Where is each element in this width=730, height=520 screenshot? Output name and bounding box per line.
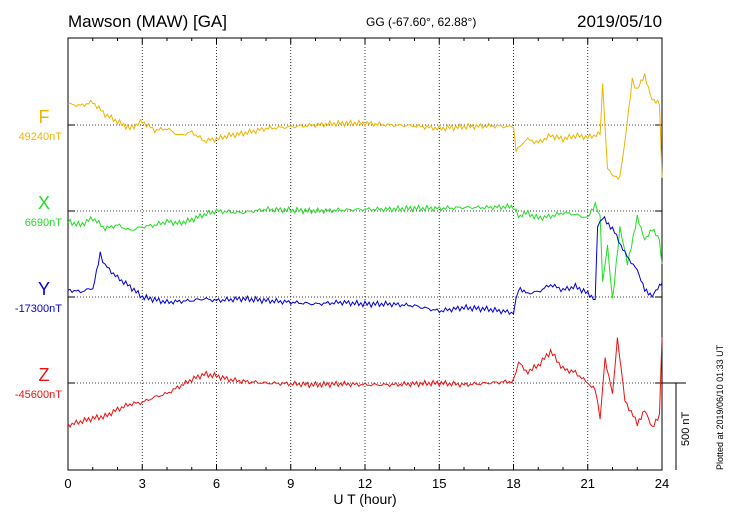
series-name-x: X (38, 193, 50, 213)
x-tick-label: 24 (655, 476, 669, 491)
plot-date: 2019/05/10 (577, 12, 663, 31)
series-line-x (67, 200, 663, 299)
series-name-y: Y (38, 279, 50, 299)
scale-bar-label: 500 nT (680, 411, 692, 446)
x-tick-label: 15 (432, 476, 446, 491)
series-name-f: F (39, 107, 50, 127)
x-tick-label: 18 (506, 476, 520, 491)
series-line-f (67, 73, 663, 181)
station-title: Mawson (MAW) [GA] (68, 12, 227, 31)
series-baseline-x: 6690nT (25, 217, 63, 229)
x-tick-label: 6 (213, 476, 220, 491)
series-baseline-y: -17300nT (15, 303, 62, 315)
series-baseline-f: 49240nT (19, 131, 63, 143)
station-coordinates: GG (-67.60°, 62.88°) (366, 15, 477, 29)
series-line-z (67, 337, 663, 429)
series-line-y (67, 215, 663, 316)
x-tick-label: 12 (358, 476, 372, 491)
x-tick-label: 21 (581, 476, 595, 491)
series-name-z: Z (39, 365, 50, 385)
x-tick-label: 9 (287, 476, 294, 491)
series-baseline-z: -45600nT (15, 389, 62, 401)
x-axis-label: U T (hour) (333, 491, 396, 507)
x-tick-label: 0 (64, 476, 71, 491)
plotted-timestamp: Plotted at 2019/06/10 01:33 UT (715, 344, 725, 470)
x-tick-label: 3 (139, 476, 146, 491)
